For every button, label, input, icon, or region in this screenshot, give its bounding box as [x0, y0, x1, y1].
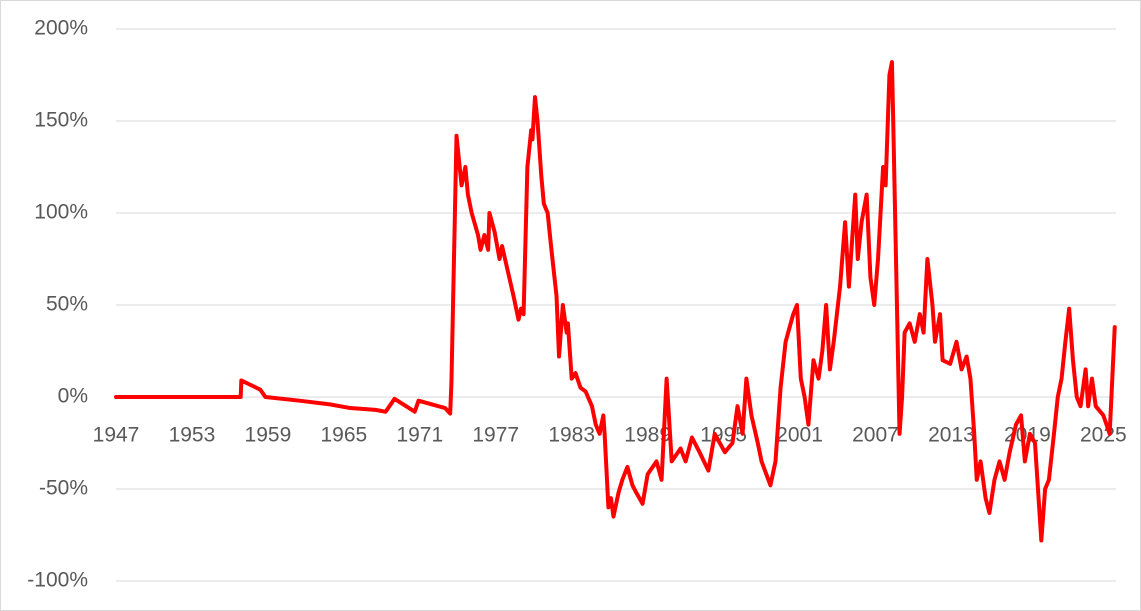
x-tick-label: 1983 [548, 424, 595, 447]
y-tick-label: 0% [58, 385, 88, 408]
x-tick-label: 2025 [1080, 424, 1127, 447]
y-tick-label: 50% [46, 293, 88, 316]
x-tick-label: 2007 [852, 424, 899, 447]
data-line [114, 60, 1117, 543]
x-tick-label: 1965 [320, 424, 367, 447]
y-tick-label: -100% [27, 569, 88, 592]
y-tick-label: 200% [34, 17, 88, 40]
x-tick-label: 1977 [472, 424, 519, 447]
x-tick-label: 2001 [776, 424, 823, 447]
x-tick-label: 1953 [169, 424, 216, 447]
y-tick-label: 100% [34, 201, 88, 224]
x-tick-label: 2013 [928, 424, 975, 447]
x-tick-label: 1971 [396, 424, 443, 447]
x-tick-label: 1947 [93, 424, 140, 447]
x-tick-label: 1989 [624, 424, 671, 447]
y-tick-label: 150% [34, 109, 88, 132]
y-tick-label: -50% [39, 477, 88, 500]
x-tick-label: 1959 [245, 424, 292, 447]
